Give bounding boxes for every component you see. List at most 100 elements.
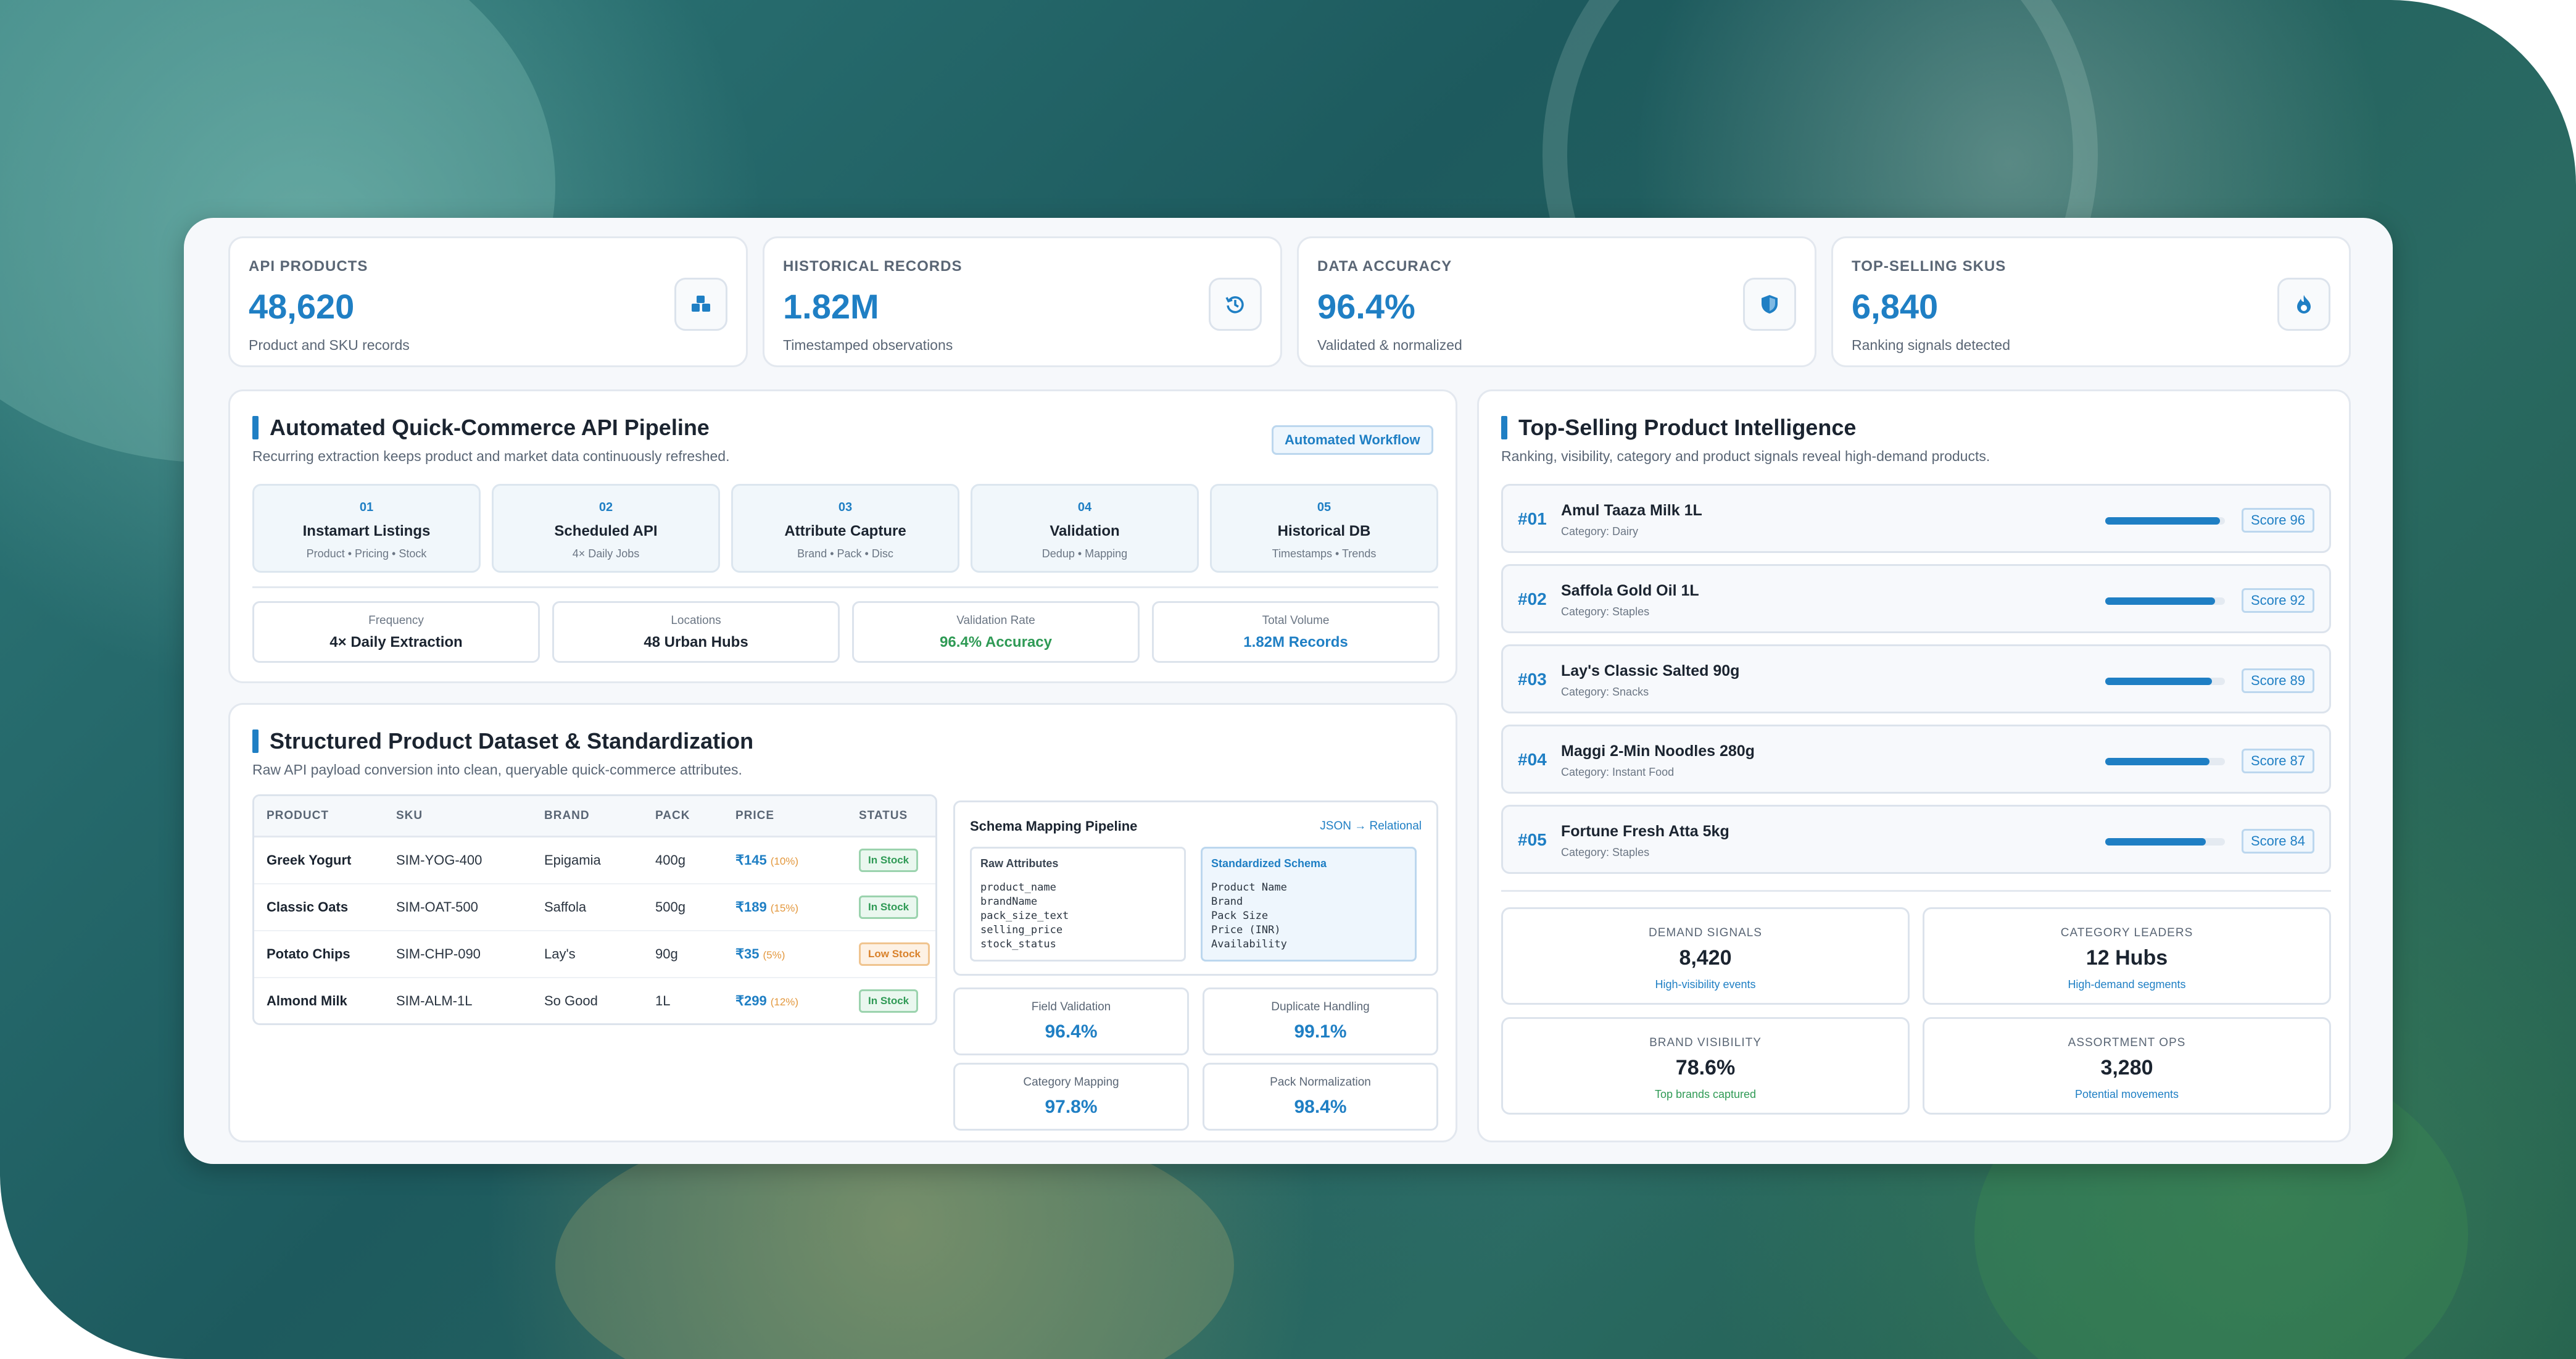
quality-metric: Category Mapping 97.8% <box>953 1063 1189 1131</box>
rank-number: #01 <box>1518 509 1547 528</box>
quality-value: 97.8% <box>1045 1097 1098 1117</box>
product-category: Category: Instant Food <box>1561 766 1675 778</box>
table-row[interactable]: Potato Chips SIM-CHP-090 Lay's 90g ₹35 (5… <box>254 931 935 978</box>
product-cell: Potato Chips <box>254 931 384 978</box>
column-header: STATUS <box>847 796 935 837</box>
product-name: Maggi 2-Min Noodles 280g <box>1561 742 1755 760</box>
stat-value: 1.82M <box>783 287 879 326</box>
discount-value: (15%) <box>770 902 799 914</box>
std-field: Availability <box>1211 938 1287 950</box>
kpi-label: BRAND VISIBILITY <box>1649 1036 1762 1049</box>
kpi-sub: Top brands captured <box>1654 1088 1757 1100</box>
metric-label: Locations <box>671 614 721 627</box>
product-name: Lay's Classic Salted 90g <box>1561 662 1740 680</box>
metric-label: Total Volume <box>1262 614 1330 627</box>
pipeline-step: 05 Historical DB Timestamps • Trends <box>1210 484 1438 573</box>
top-selling-intelligence-card: Top-Selling Product Intelligence Ranking… <box>1477 389 2351 1142</box>
rank-row[interactable]: #03 Lay's Classic Salted 90g Category: S… <box>1501 644 2331 713</box>
raw-fields-list: product_name brandName pack_size_text se… <box>980 881 1069 952</box>
sku-cell: SIM-YOG-400 <box>384 836 532 884</box>
stat-sub: Product and SKU records <box>249 337 410 353</box>
schema-mapping-box: Schema Mapping Pipeline JSON → Relationa… <box>953 800 1438 976</box>
metric-value: 4× Daily Extraction <box>329 634 463 650</box>
standardized-fields-list: Product Name Brand Pack Size Price (INR)… <box>1211 881 1287 952</box>
stat-label: API PRODUCTS <box>249 258 368 275</box>
table-row[interactable]: Greek Yogurt SIM-YOG-400 Epigamia 400g ₹… <box>254 836 935 884</box>
section-subtitle: Raw API payload conversion into clean, q… <box>252 762 742 778</box>
quality-label: Duplicate Handling <box>1271 1000 1370 1013</box>
divider <box>1501 890 2331 892</box>
kpi-label: DEMAND SIGNALS <box>1649 926 1762 939</box>
score-bar-fill <box>2105 758 2209 765</box>
pipeline-step: 03 Attribute Capture Brand • Pack • Disc <box>731 484 959 573</box>
rank-row[interactable]: #04 Maggi 2-Min Noodles 280g Category: I… <box>1501 725 2331 794</box>
step-title: Attribute Capture <box>784 523 906 539</box>
quality-value: 98.4% <box>1294 1097 1347 1117</box>
dataset-card: Structured Product Dataset & Standardiza… <box>228 703 1457 1142</box>
stat-value: 6,840 <box>1852 287 1939 326</box>
score-bar-fill <box>2105 597 2216 605</box>
price-cell: ₹299 (12%) <box>723 978 847 1023</box>
kpi-sub: Potential movements <box>2074 1088 2179 1100</box>
product-name: Fortune Fresh Atta 5kg <box>1561 823 1729 840</box>
score-badge: Score 92 <box>2242 588 2314 613</box>
quality-label: Category Mapping <box>1023 1076 1119 1089</box>
rank-row[interactable]: #05 Fortune Fresh Atta 5kg Category: Sta… <box>1501 805 2331 874</box>
column-header: SKU <box>384 796 532 837</box>
price-cell: ₹145 (10%) <box>723 836 847 884</box>
product-category: Category: Staples <box>1561 846 1650 858</box>
score-bar-fill <box>2105 678 2212 685</box>
score-badge: Score 89 <box>2242 668 2314 693</box>
column-header: PACK <box>643 796 723 837</box>
pipeline-metric: Validation Rate 96.4% Accuracy <box>852 601 1140 663</box>
pack-cell: 400g <box>643 836 723 884</box>
column-header: BRAND <box>532 796 643 837</box>
pack-cell: 90g <box>643 931 723 978</box>
quality-label: Field Validation <box>1031 1000 1111 1013</box>
product-category: Category: Dairy <box>1561 525 1639 538</box>
pipeline-step: 02 Scheduled API 4× Daily Jobs <box>492 484 720 573</box>
score-badge: Score 87 <box>2242 749 2314 773</box>
section-title: Structured Product Dataset & Standardiza… <box>252 728 753 754</box>
raw-field: selling_price <box>980 924 1063 936</box>
pipeline-step: 04 Validation Dedup • Mapping <box>971 484 1199 573</box>
automated-workflow-tag: Automated Workflow <box>1272 425 1433 455</box>
product-cell: Greek Yogurt <box>254 836 384 884</box>
brand-cell: Epigamia <box>532 836 643 884</box>
step-title: Instamart Listings <box>302 523 431 539</box>
section-subtitle: Recurring extraction keeps product and m… <box>252 448 730 464</box>
product-category: Category: Staples <box>1561 605 1650 618</box>
brand-cell: Lay's <box>532 931 643 978</box>
kpi-card: DEMAND SIGNALS 8,420 High-visibility eve… <box>1501 907 1910 1005</box>
json-relational-link[interactable]: JSON → Relational <box>1320 820 1422 833</box>
brand-cell: Saffola <box>532 884 643 931</box>
kpi-label: CATEGORY LEADERS <box>2060 926 2193 939</box>
brand-cell: So Good <box>544 993 598 1008</box>
status-badge: Low Stock <box>859 942 930 966</box>
price-cell: ₹35 (5%) <box>723 931 847 978</box>
boxes-icon <box>674 278 727 331</box>
status-badge: In Stock <box>859 849 919 872</box>
table-row[interactable]: Classic Oats SIM-OAT-500 Saffola 500g ₹1… <box>254 884 935 931</box>
metric-label: Frequency <box>368 614 424 627</box>
pack-cell: 500g <box>643 884 723 931</box>
score-bar <box>2105 597 2225 605</box>
sku-cell: SIM-CHP-090 <box>384 931 532 978</box>
section-subtitle: Ranking, visibility, category and produc… <box>1501 448 1990 464</box>
kpi-value: 78.6% <box>1675 1056 1736 1079</box>
metric-label: Validation Rate <box>956 614 1035 627</box>
step-subtitle: Dedup • Mapping <box>1042 547 1128 560</box>
price-value: ₹189 <box>735 899 767 915</box>
rank-row[interactable]: #02 Saffola Gold Oil 1L Category: Staple… <box>1501 564 2331 633</box>
raw-attributes-title: Raw Attributes <box>980 857 1059 870</box>
table-row[interactable]: Almond Milk SIM-ALM-1L So Good 1L ₹299 (1… <box>254 978 935 1023</box>
column-header: PRODUCT <box>254 796 384 837</box>
rank-row[interactable]: #01 Amul Taaza Milk 1L Category: Dairy S… <box>1501 484 2331 553</box>
std-field: Product Name <box>1211 881 1287 894</box>
quality-metric: Pack Normalization 98.4% <box>1203 1063 1438 1131</box>
pipeline-step: 01 Instamart Listings Product • Pricing … <box>252 484 481 573</box>
rank-number: #03 <box>1518 670 1547 689</box>
stat-card-historical-records: HISTORICAL RECORDS 1.82M Timestamped obs… <box>763 236 1282 367</box>
price-value: ₹35 <box>735 946 760 962</box>
step-number: 02 <box>598 501 613 514</box>
